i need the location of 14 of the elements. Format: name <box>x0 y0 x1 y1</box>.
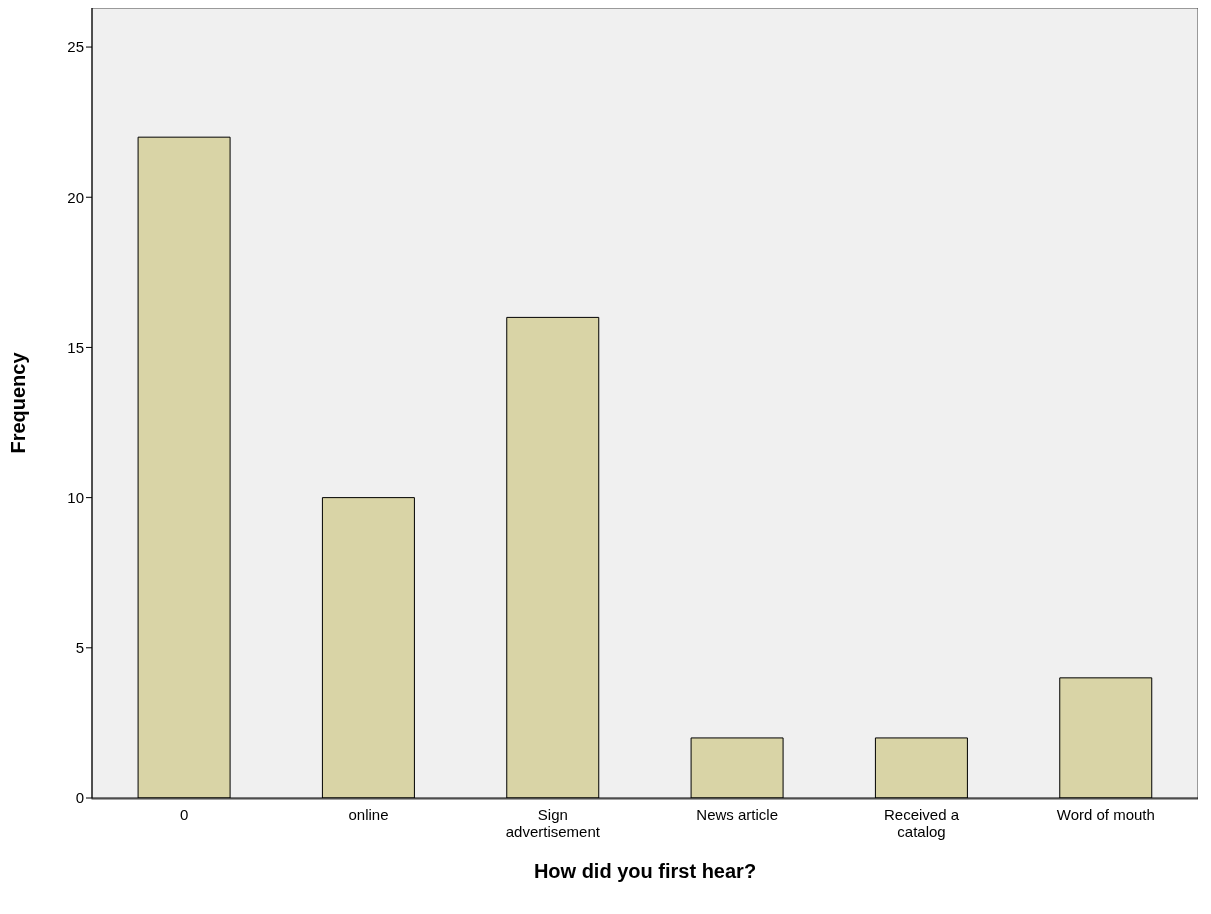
y-tick-label: 15 <box>67 338 84 356</box>
x-tick-label: Word of mouth <box>1056 806 1155 823</box>
y-axis-title: Frequency <box>7 351 30 454</box>
x-tick-label: online <box>348 806 389 823</box>
y-tick-label: 10 <box>67 488 84 506</box>
y-tick-label: 5 <box>75 639 84 657</box>
x-tick-label: Received a catalog <box>883 806 960 840</box>
y-tick-label: 20 <box>67 188 84 206</box>
x-tick-label: Sign advertisement <box>505 806 601 840</box>
y-tick-label: 0 <box>75 789 84 807</box>
x-axis-title: How did you first hear? <box>533 860 757 882</box>
y-tick-label: 25 <box>67 38 84 56</box>
x-tick-label: News article <box>696 806 779 823</box>
x-tick-label: 0 <box>179 806 189 823</box>
